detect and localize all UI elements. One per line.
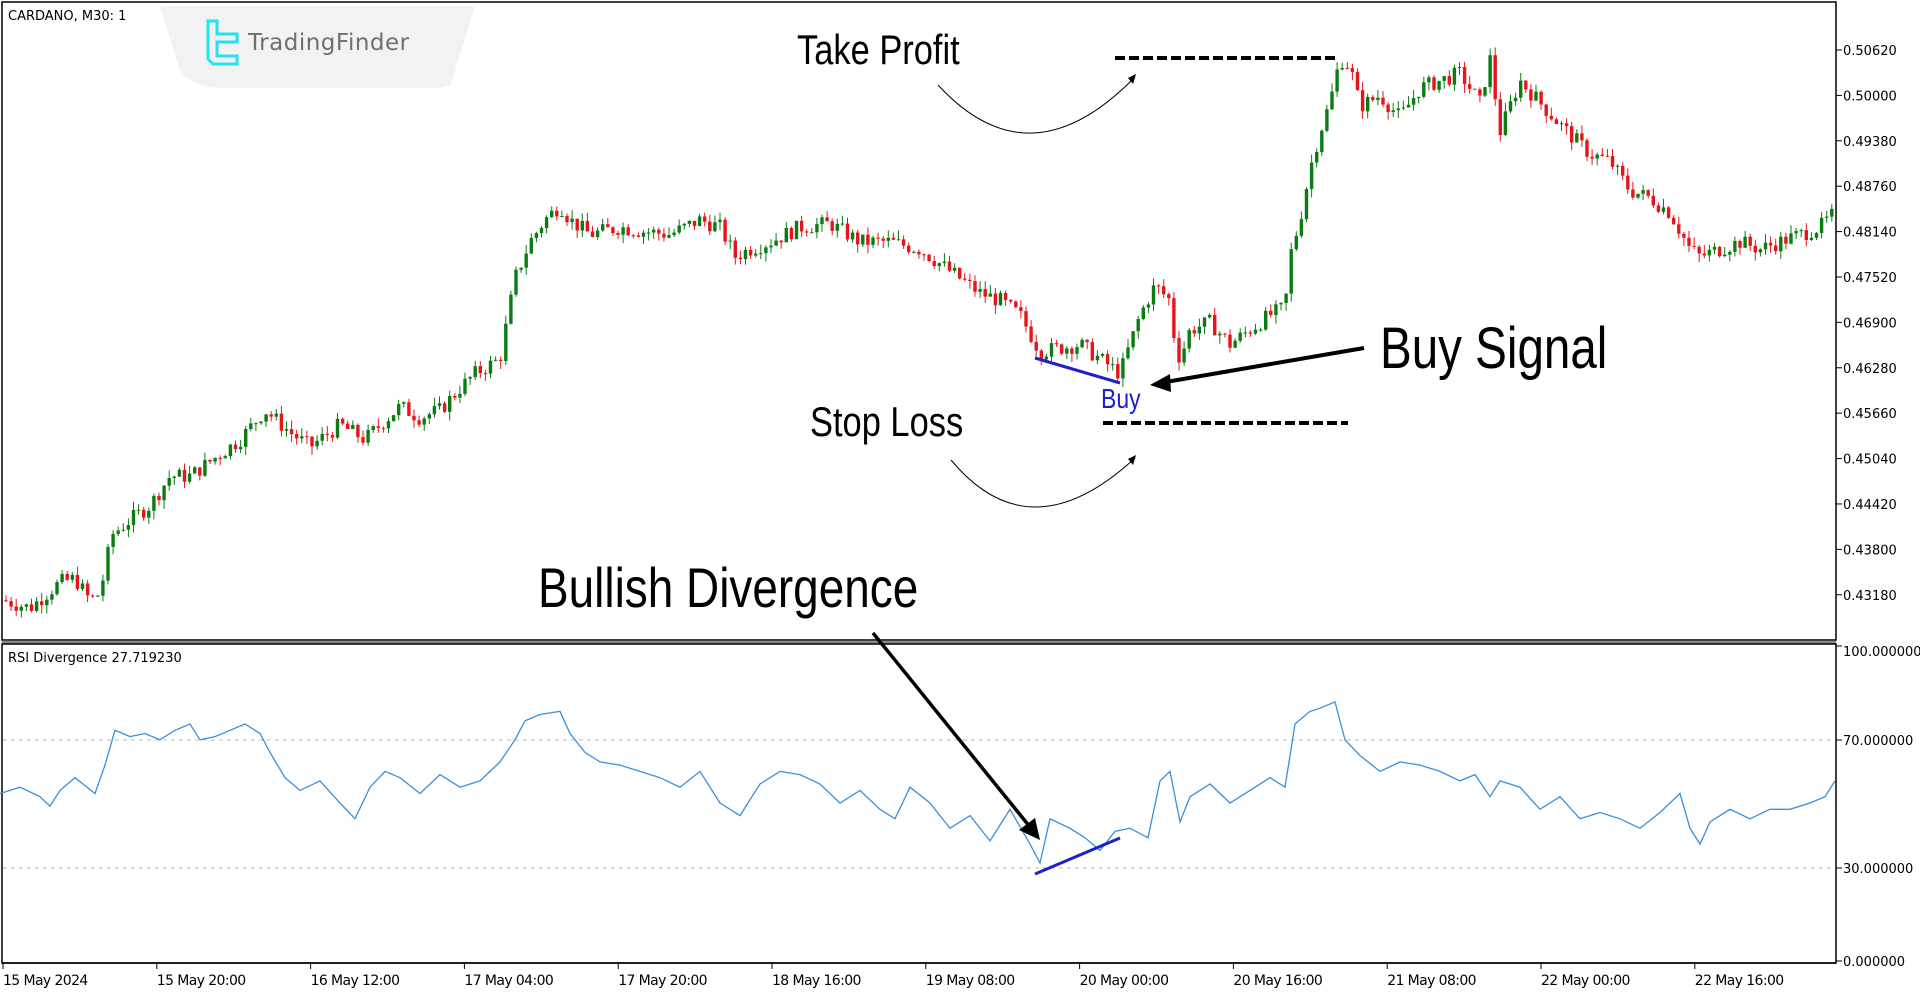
price-tick-label: 0.43800 (1843, 543, 1897, 558)
time-tick-label: 17 May 20:00 (618, 973, 707, 989)
tradingfinder-logo-icon (206, 19, 239, 66)
price-tick-label: 0.47520 (1843, 271, 1897, 286)
time-tick-label: 18 May 16:00 (772, 973, 861, 989)
price-tick-label: 0.43180 (1843, 589, 1897, 604)
rsi-line (0, 701, 1836, 865)
time-tick-label: 20 May 00:00 (1080, 973, 1169, 989)
time-tick-label: 17 May 04:00 (464, 973, 553, 989)
rsi-divergence-line (1034, 836, 1121, 876)
time-tick-label: 15 May 2024 (3, 973, 88, 989)
time-tick-label: 22 May 00:00 (1541, 973, 1630, 989)
buy-marker-label: Buy (1101, 383, 1141, 414)
price-tick-label: 0.50000 (1843, 89, 1897, 104)
price-pane-frame (1, 1, 1837, 641)
rsi-tick-label: 100.000000 (1843, 645, 1920, 660)
time-tick-label: 19 May 08:00 (926, 973, 1015, 989)
rsi-tick-label: 70.000000 (1843, 734, 1913, 749)
time-tick-label: 21 May 08:00 (1387, 973, 1476, 989)
stop-loss-arrowhead-icon (1128, 455, 1136, 465)
price-tick-label: 0.46900 (1843, 316, 1897, 331)
candlestick-series (4, 47, 1834, 618)
rsi-tick-label: 30.000000 (1843, 862, 1913, 877)
price-axis: 0.50620 0.50000 0.49380 0.48760 0.48140 0.475… (1836, 44, 1897, 604)
divergence-arrowhead-icon (1019, 818, 1040, 840)
rsi-pane-title: RSI Divergence 27.719230 (8, 651, 182, 666)
take-profit-label: Take Profit (797, 26, 960, 73)
time-tick-label: 20 May 16:00 (1233, 973, 1322, 989)
price-tick-label: 0.45660 (1843, 407, 1897, 422)
bullish-divergence-label: Bullish Divergence (538, 556, 919, 619)
symbol-title: CARDANO, M30: 1 (8, 9, 127, 24)
price-tick-label: 0.48760 (1843, 180, 1897, 195)
stop-loss-label: Stop Loss (810, 398, 964, 445)
take-profit-arrowhead-icon (1128, 74, 1136, 84)
price-tick-label: 0.45040 (1843, 453, 1897, 468)
time-tick-label: 22 May 16:00 (1695, 973, 1784, 989)
rsi-tick-label: 0.000000 (1843, 955, 1905, 970)
price-tick-label: 0.50620 (1843, 44, 1897, 59)
price-tick-label: 0.49380 (1843, 135, 1897, 150)
divergence-arrow (871, 631, 1032, 829)
rsi-axis: 100.000000 70.000000 30.000000 0.000000 (1836, 645, 1920, 970)
price-tick-label: 0.46280 (1843, 362, 1897, 377)
take-profit-curved-arrow (937, 76, 1136, 134)
buy-signal-label: Buy Signal (1380, 316, 1608, 381)
price-tick-label: 0.44420 (1843, 498, 1897, 513)
watermark-banner: TradingFinder (160, 6, 475, 88)
time-tick-label: 16 May 12:00 (311, 973, 400, 989)
price-tick-label: 0.48140 (1843, 226, 1897, 241)
watermark-text: TradingFinder (248, 30, 410, 56)
time-tick-label: 15 May 20:00 (157, 973, 246, 989)
buy-signal-arrow (1159, 346, 1365, 385)
time-axis: 15 May 2024 15 May 20:00 16 May 12:00 17 Ma… (2, 963, 1784, 989)
stop-loss-curved-arrow (950, 457, 1136, 508)
buy-signal-arrowhead-icon (1150, 374, 1171, 392)
price-divergence-line (1034, 356, 1121, 385)
